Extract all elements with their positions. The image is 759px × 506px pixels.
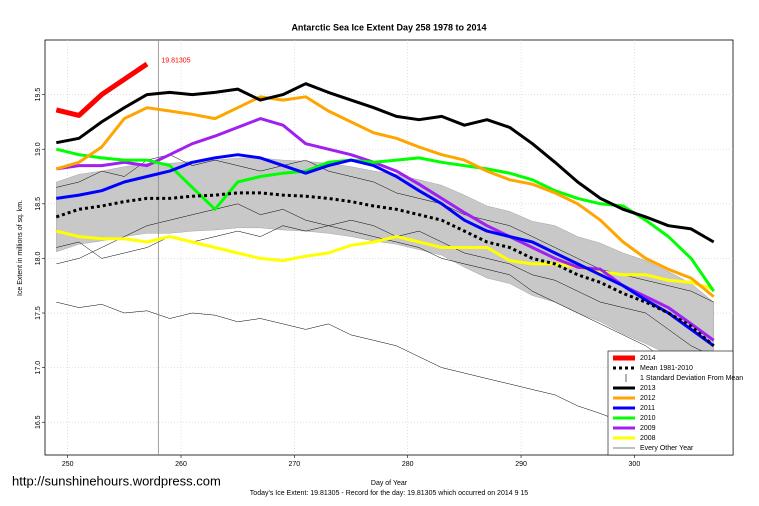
source: http://sunshinehours.wordpress.com (12, 473, 221, 488)
series-line (55, 191, 715, 347)
x-tick-label: 250 (62, 461, 74, 468)
series-line (55, 61, 149, 118)
x-axis-title: Day of Year (371, 480, 408, 487)
y-axis-title: Ice Extent in millions of sq. km. (17, 200, 24, 296)
y-tick-label: 17.5 (35, 306, 42, 320)
y-tick-label: 19.0 (35, 142, 42, 156)
legend-label: Every Other Year (640, 445, 694, 452)
legend-label: 2013 (640, 385, 656, 392)
y-tick-label: 16.5 (35, 415, 42, 429)
y-tick-label: 17.0 (35, 361, 42, 375)
other-year-line (56, 301, 714, 439)
y-tick-label: 18.5 (35, 197, 42, 211)
y-tick-label: 18.0 (35, 252, 42, 266)
series-line (56, 117, 715, 342)
latest-label: 19.81305 (161, 57, 190, 64)
series-line (56, 82, 715, 244)
x-tick-label: 270 (289, 461, 301, 468)
legend-label: Mean 1981-2010 (640, 365, 693, 372)
legend-label: 2009 (640, 425, 656, 432)
legend-label: 2014 (640, 355, 656, 362)
series-line (55, 95, 715, 298)
x-tick-label: 290 (515, 461, 527, 468)
x-tick-label: 280 (402, 461, 414, 468)
legend-label: 2008 (640, 435, 656, 442)
y-tick-label: 19.5 (35, 88, 42, 102)
legend-label: 1 Standard Deviation From Mean (640, 375, 743, 382)
chart-title: Antarctic Sea Ice Extent Day 258 1978 to… (291, 22, 486, 32)
x-tick-label: 260 (175, 461, 187, 468)
legend-label: 2012 (640, 395, 656, 402)
series-line (56, 153, 715, 348)
footer: Today's Ice Extent: 19.81305 - Record fo… (250, 490, 529, 497)
x-tick-label: 300 (629, 461, 641, 468)
legend-label: 2011 (640, 405, 655, 412)
series-line (55, 147, 715, 293)
legend-label: 2010 (640, 415, 656, 422)
